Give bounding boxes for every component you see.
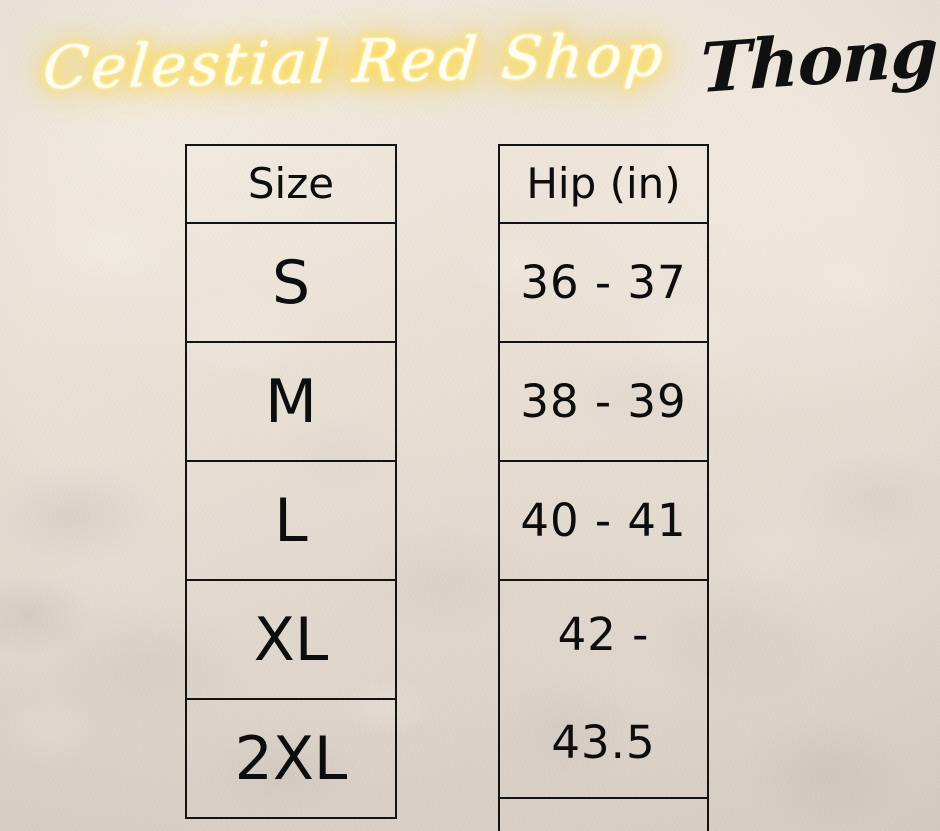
hip-cell: 40 - 41 (498, 460, 709, 581)
size-column-header: Size (185, 144, 397, 224)
hip-column-header: Hip (in) (498, 144, 709, 224)
size-cell: XL (185, 579, 397, 700)
table-row: S (185, 222, 397, 343)
table-row: 42 - 43.5 (498, 579, 709, 799)
table-header-row: Size (185, 144, 397, 224)
table-row: 44 - 45.5 (498, 797, 709, 831)
brand-name: Celestial Red Shop (40, 20, 669, 103)
table-header-row: Hip (in) (498, 144, 709, 224)
table-row: L (185, 460, 397, 581)
size-column-table: Size S M L XL 2XL (185, 144, 397, 819)
table-row: 38 - 39 (498, 341, 709, 462)
table-row: 2XL (185, 698, 397, 819)
hip-cell: 44 - 45.5 (498, 797, 709, 831)
hip-cell: 38 - 39 (498, 341, 709, 462)
table-row: XL (185, 579, 397, 700)
table-row: 40 - 41 (498, 460, 709, 581)
size-cell: L (185, 460, 397, 581)
size-cell: M (185, 341, 397, 462)
size-cell: S (185, 222, 397, 343)
table-row: M (185, 341, 397, 462)
hip-cell: 36 - 37 (498, 222, 709, 343)
hip-column-table: Hip (in) 36 - 37 38 - 39 40 - 41 42 - 43… (498, 144, 709, 831)
chart-header: Celestial Red Shop Thong (0, 0, 940, 132)
table-row: 36 - 37 (498, 222, 709, 343)
garment-name: Thong (699, 12, 938, 110)
hip-cell: 42 - 43.5 (498, 579, 709, 799)
size-cell: 2XL (185, 698, 397, 819)
